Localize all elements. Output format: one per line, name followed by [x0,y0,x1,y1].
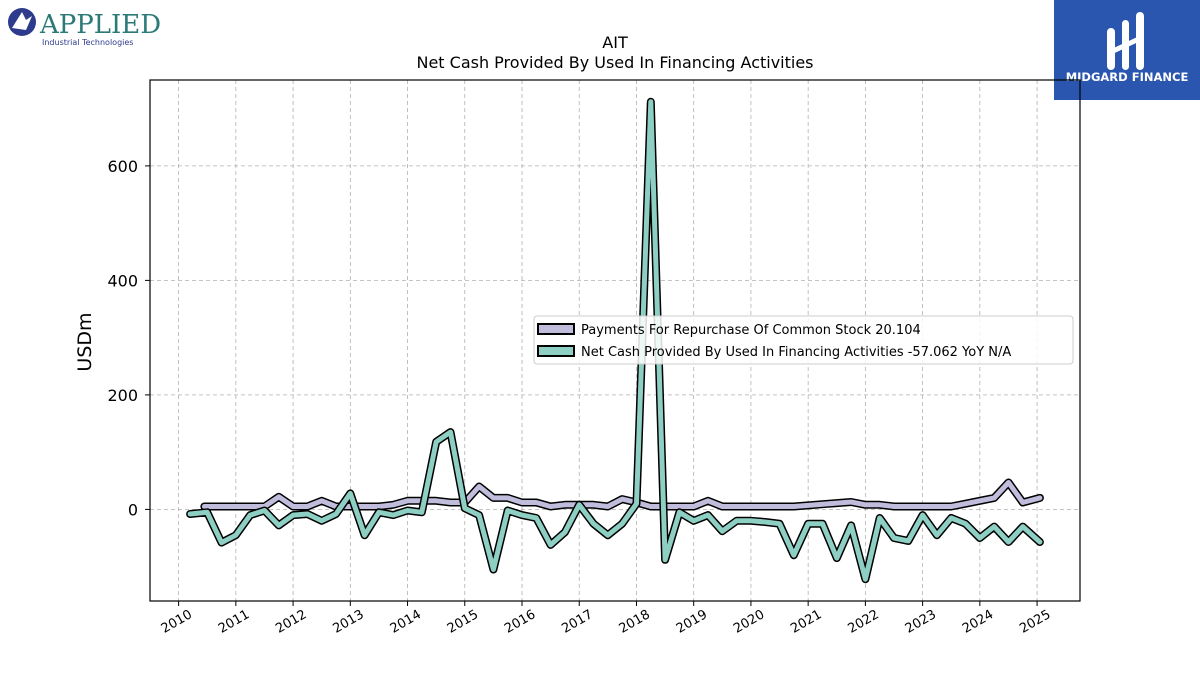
midgard-finance-wordmark: MIDGARD FINANCE [1065,70,1189,84]
chart-title: AIT [602,33,628,52]
legend-swatch [537,345,575,357]
x-tick-label: 2022 [846,607,882,637]
y-axis-label: USDm [74,312,96,371]
legend-box [533,315,1074,365]
chart-ticks: 2010 2011 2012 2013 2014 2015 2016 2017 2018 2019… [107,157,1053,637]
chart-series [186,97,1044,584]
midgard-finance-logo: MIDGARD FINANCE [1054,0,1200,100]
chart-subtitle: Net Cash Provided By Used In Financing A… [416,53,813,72]
x-tick-label: 2020 [731,607,767,637]
legend-swatch [537,323,575,335]
x-tick-label: 2025 [1017,607,1053,637]
x-tick-label: 2018 [617,607,653,637]
x-tick-label: 2014 [388,607,424,637]
y-tick-label: 600 [107,157,138,176]
x-tick-label: 2024 [960,607,996,637]
applied-logo-subtitle: Industrial Technologies [42,38,133,47]
x-tick-label: 2011 [216,607,252,637]
plot-area-frame [149,79,1081,602]
x-tick-label: 2019 [674,607,710,637]
y-tick-label: 400 [107,271,138,290]
x-tick-label: 2021 [788,607,824,637]
legend-entry-label: Net Cash Provided By Used In Financing A… [581,345,1011,360]
x-tick-label: 2016 [502,607,538,637]
x-tick-label: 2023 [903,607,939,637]
series-financing-line [187,99,1043,582]
y-tick-label: 200 [107,386,138,405]
x-tick-label: 2013 [330,607,366,637]
chart-legend: Payments For Repurchase Of Common Stock … [533,315,1074,365]
x-tick-label: 2012 [273,607,309,637]
applied-logo-wordmark: APPLIED [39,10,161,40]
y-tick-label: 0 [128,500,138,519]
midgard-mark-icon [1107,12,1144,70]
x-tick-label: 2017 [559,607,595,637]
legend-entry-label: Payments For Repurchase Of Common Stock … [581,323,921,338]
x-tick-label: 2015 [445,607,481,637]
applied-logo-swoosh-icon [12,12,32,30]
applied-logo: APPLIED Industrial Technologies [6,6,166,50]
x-tick-label: 2010 [159,607,195,637]
